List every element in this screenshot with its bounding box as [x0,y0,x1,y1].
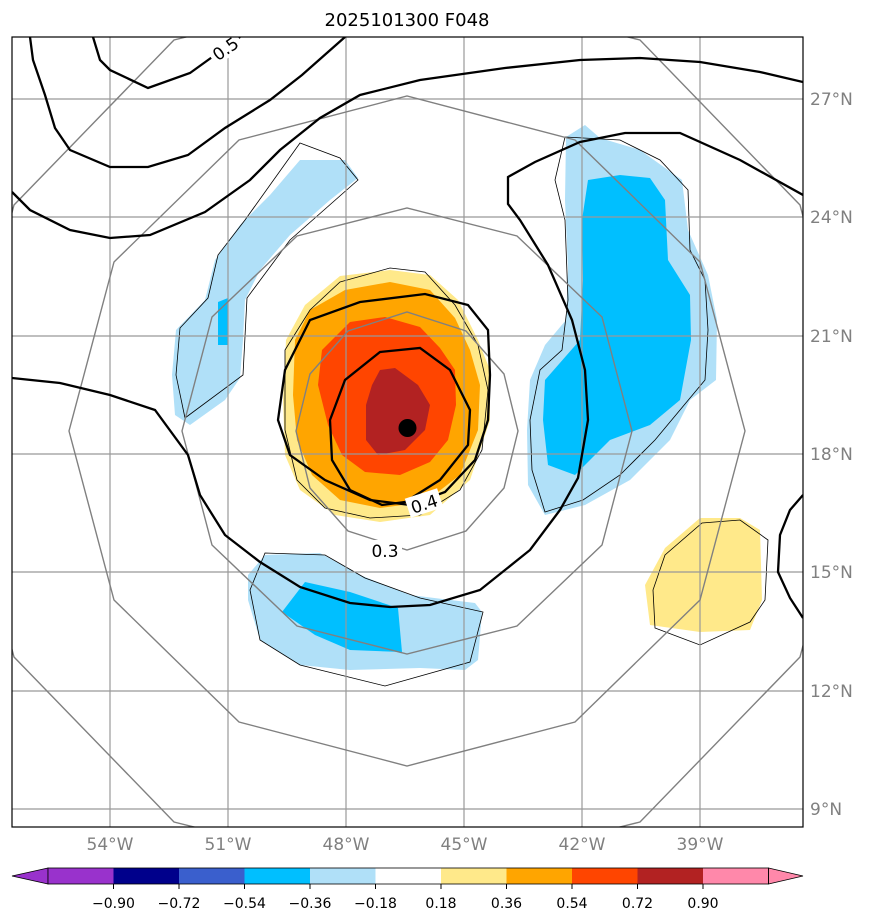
colorbar-swatch-0 [48,868,114,884]
lon-tick-48: 48°W [323,835,370,855]
lat-tick-9: 9°N [810,800,842,820]
contour-label-bg-04 [404,488,444,518]
lon-tick-51: 51°W [205,835,252,855]
contour-inner [328,346,472,507]
lat-tick-labels: 27°N 24°N 21°N 18°N 15°N 12°N 9°N [810,90,853,820]
lon-tick-54: 54°W [87,835,134,855]
colorbar-swatch-1 [113,868,179,884]
colorbar-label-5: 0.18 [425,896,456,912]
colorbar-label-8: 0.72 [622,896,653,912]
lat-tick-24: 24°N [810,208,853,228]
contour-label-03: 0.3 [371,542,398,562]
colorbar-label-3: −0.36 [289,896,332,912]
lat-tick-27: 27°N [810,90,853,110]
colorbar: −0.90 −0.72 −0.54 −0.36 −0.18 0.18 0.36 … [11,867,804,912]
chart-title: 2025101300 F048 [325,10,490,31]
shade-light-blue-nw [172,160,358,425]
contours [12,37,803,619]
storm-center-marker [398,419,417,437]
colorbar-label-1: −0.72 [158,896,201,912]
colorbar-swatch-2 [179,868,245,884]
colorbar-label-0: −0.90 [92,896,135,912]
colorbar-swatch-3 [244,868,310,884]
map-frame [11,36,804,828]
range-ring-1 [295,311,519,551]
colorbar-extend-high [768,867,804,885]
contour-03 [12,131,803,609]
map-area: 0.3 0.4 0.5 [12,37,803,827]
range-ring-3 [68,95,746,767]
lon-tick-39: 39°W [677,835,724,855]
contour-label-bg-03 [368,540,402,560]
shade-blue-east [543,175,691,475]
colorbar-swatch-8 [572,868,638,884]
lon-tick-labels: 54°W 51°W 48°W 45°W 42°W 39°W [87,835,724,855]
lat-tick-21: 21°N [810,327,853,347]
colorbar-swatch-5 [375,868,441,884]
contour-label-bg-05 [205,37,245,66]
shade-blue-nw [218,298,228,345]
colorbar-frame [47,867,769,885]
lat-tick-15: 15°N [810,563,853,583]
range-ring-4 [12,37,803,827]
contour-05 [28,37,346,169]
shade-yellow-se [645,518,762,632]
contour-03-west [12,56,803,240]
colorbar-label-7: 0.54 [556,896,587,912]
outline-south [249,552,484,687]
lon-tick-45: 45°W [441,835,488,855]
colorbar-swatch-9 [637,868,703,884]
contour-east [776,494,803,619]
colorbar-label-4: −0.18 [354,896,397,912]
gridlines [12,37,803,827]
colorbar-swatch-10 [703,868,769,884]
colorbar-extend-low [11,867,49,885]
colorbar-swatch-4 [310,868,376,884]
colorbar-label-2: −0.54 [223,896,266,912]
range-rings [12,37,803,827]
colorbar-label-6: 0.36 [491,896,522,912]
shading-layer [172,125,762,670]
range-ring-2 [181,207,633,655]
colorbar-ticks [113,884,704,889]
lat-tick-18: 18°N [810,445,853,465]
lat-tick-12: 12°N [810,682,853,702]
colorbar-swatch-6 [441,868,507,884]
lon-tick-42: 42°W [559,835,606,855]
colorbar-label-9: 0.90 [687,896,718,912]
colorbar-swatch-7 [506,868,572,884]
shade-blue-south [282,582,402,652]
